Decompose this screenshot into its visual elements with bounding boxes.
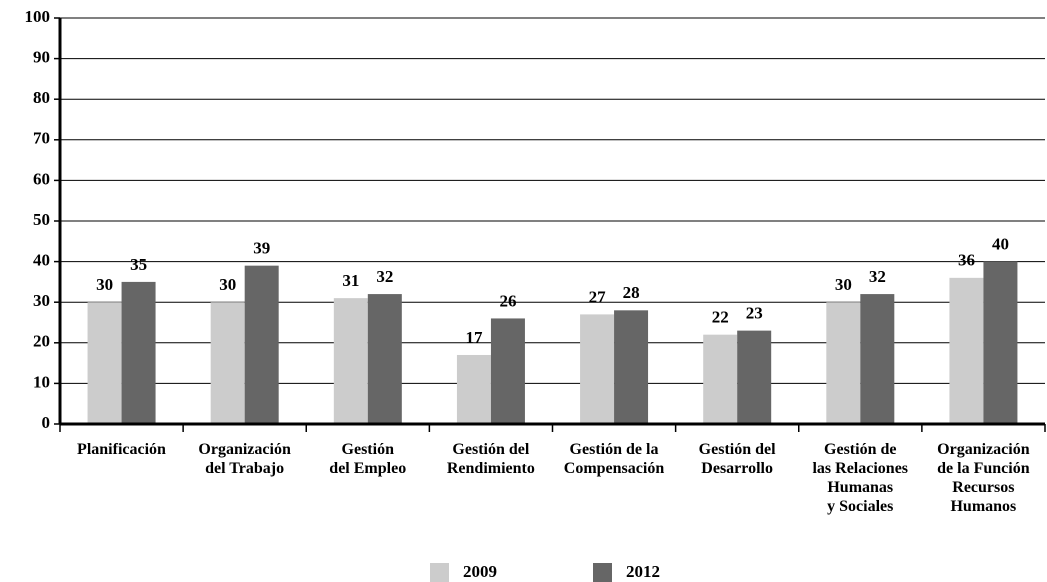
legend-swatch <box>593 563 612 582</box>
bar <box>87 302 122 424</box>
bar <box>456 354 491 424</box>
data-label: 39 <box>253 239 270 258</box>
data-label: 27 <box>589 287 607 306</box>
x-tick-label: Gestión del Rendimiento <box>446 441 535 477</box>
x-tick-label: Organización de la Función Recursos Huma… <box>937 441 1030 515</box>
x-tick-label: Gestión de las Relaciones Humanas y Soci… <box>812 441 909 515</box>
bar <box>983 261 1018 424</box>
bar <box>949 277 984 424</box>
data-label: 22 <box>712 308 729 327</box>
data-label: 30 <box>96 275 113 294</box>
bar <box>703 334 738 424</box>
y-tick-label: 0 <box>42 413 51 432</box>
bar <box>490 318 525 424</box>
y-tick-label: 100 <box>25 7 51 26</box>
data-label: 28 <box>623 283 640 302</box>
legend-label: 2009 <box>463 562 497 581</box>
data-label: 40 <box>992 235 1009 254</box>
x-tick-label: Planificación <box>77 441 166 458</box>
bar <box>614 310 649 424</box>
bar <box>244 265 279 424</box>
x-tick-label: Gestión del Empleo <box>329 441 407 477</box>
data-label: 32 <box>376 267 393 286</box>
y-tick-label: 20 <box>33 332 50 351</box>
bar <box>333 298 368 424</box>
y-tick-label: 70 <box>33 129 50 148</box>
legend-label: 2012 <box>626 562 660 581</box>
y-tick-label: 50 <box>33 210 50 229</box>
bar <box>210 302 245 424</box>
y-tick-label: 80 <box>33 88 50 107</box>
x-tick-label: Gestión del Desarrollo <box>698 441 776 477</box>
data-label: 23 <box>746 304 763 323</box>
data-label: 35 <box>130 255 147 274</box>
bar <box>367 294 402 424</box>
bar <box>826 302 861 424</box>
data-label: 36 <box>958 251 975 270</box>
y-tick-label: 40 <box>33 251 50 270</box>
bar <box>121 281 156 424</box>
bar <box>580 314 615 424</box>
y-tick-label: 60 <box>33 169 50 188</box>
legend-swatch <box>430 563 449 582</box>
y-tick-label: 90 <box>33 48 50 67</box>
data-label: 32 <box>869 267 886 286</box>
bar <box>737 330 772 424</box>
y-tick-label: 30 <box>33 291 50 310</box>
data-label: 26 <box>499 291 516 310</box>
data-label: 31 <box>342 271 359 290</box>
y-tick-label: 10 <box>33 372 50 391</box>
data-label: 30 <box>219 275 236 294</box>
x-tick-label: Gestión de la Compensación <box>563 441 665 477</box>
data-label: 30 <box>835 275 852 294</box>
data-label: 17 <box>465 328 483 347</box>
x-tick-label: Organización del Trabajo <box>198 441 291 477</box>
bar <box>860 294 895 424</box>
